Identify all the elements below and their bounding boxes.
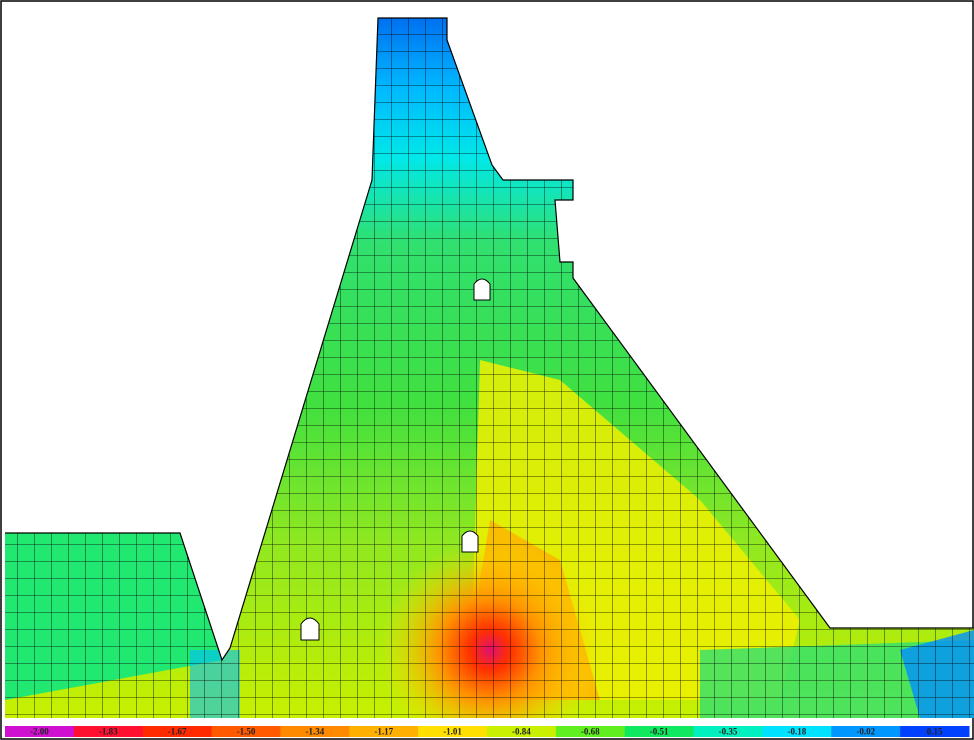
colorbar-tick-label: -0.02 (856, 727, 875, 737)
page: -2.00 -1.83 -1.67 -1.50 -1.34 -1.17 -1.01 -0.84… (0, 0, 974, 740)
colorbar-tick-label: -0.51 (650, 727, 669, 737)
colorbar-tick-label: -1.01 (443, 727, 462, 737)
gallery (474, 279, 490, 300)
colorbar-tick-label: -2.00 (30, 727, 49, 737)
gallery (462, 531, 478, 552)
colorbar-tick-label: -0.68 (581, 727, 600, 737)
colorbar-tick-label: -1.34 (305, 727, 324, 737)
colorbar-tick-label: -1.83 (99, 727, 118, 737)
colorbar-tick-label: -0.84 (512, 727, 531, 737)
colorbar-tick-label: -1.50 (237, 727, 256, 737)
colorbar-tick-label: -1.67 (168, 727, 187, 737)
colorbar-tick-label: 0.15 (927, 727, 943, 737)
colorbar-tick-label: -0.18 (787, 727, 806, 737)
colorbar: -2.00 -1.83 -1.67 -1.50 -1.34 -1.17 -1.01 -0.84… (5, 726, 970, 737)
gallery (301, 618, 319, 640)
colorbar-tick-label: -1.17 (374, 727, 393, 737)
colorbar-tick-label: -0.35 (719, 727, 738, 737)
chart: -2.00 -1.83 -1.67 -1.50 -1.34 -1.17 -1.01 -0.84… (0, 0, 974, 740)
